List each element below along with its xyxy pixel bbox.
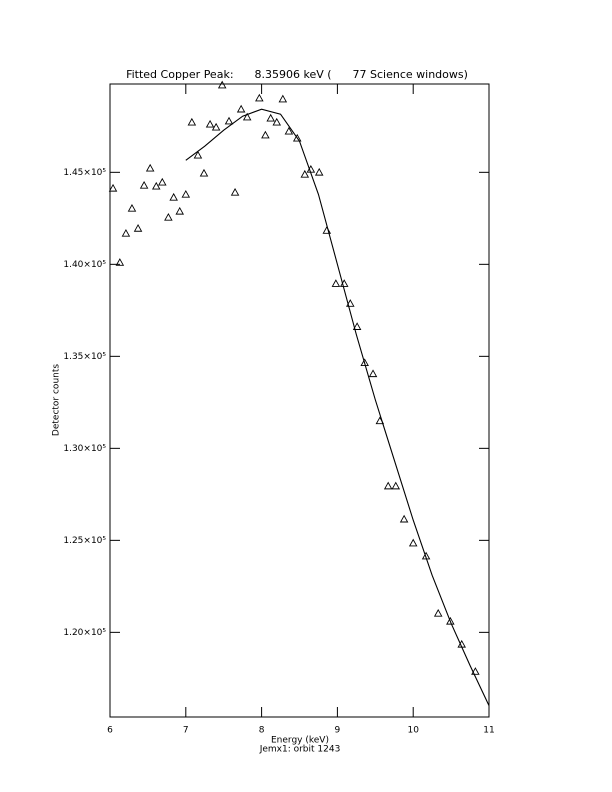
data-point: [272, 117, 282, 126]
data-point: [352, 322, 362, 330]
x-tick-label: 11: [483, 726, 494, 736]
data-point: [292, 133, 302, 142]
data-point: [211, 122, 221, 131]
x-tick-label: 9: [335, 726, 341, 736]
data-point: [399, 514, 409, 523]
y-tick-label: 1.20×10⁵: [63, 628, 106, 638]
x-axis-label: Energy (keV): [271, 736, 329, 746]
data-point: [193, 150, 203, 159]
x-tick-label: 10: [407, 726, 419, 736]
data-point: [433, 608, 443, 617]
data-point: [205, 119, 215, 128]
y-axis-label: Detector counts: [52, 364, 62, 436]
x-tick-label: 8: [259, 726, 265, 736]
data-point: [368, 369, 378, 378]
data-point: [151, 181, 161, 190]
data-point: [121, 228, 131, 237]
chart-title: Fitted Copper Peak: 8.35906 keV ( 77 Sci…: [126, 68, 468, 81]
data-point: [127, 203, 137, 212]
data-point: [230, 187, 240, 196]
y-tick-label: 1.45×10⁵: [63, 168, 106, 178]
data-point: [145, 163, 155, 172]
data-point: [133, 224, 143, 232]
plot-frame: [109, 83, 490, 718]
data-point: [187, 117, 197, 126]
data-point: [391, 481, 401, 490]
data-point: [115, 258, 125, 266]
data-point: [181, 189, 191, 198]
data-point: [383, 481, 393, 490]
data-point: [300, 169, 310, 178]
data-point: [175, 206, 185, 215]
data-point: [261, 130, 270, 139]
data-point: [446, 616, 455, 625]
data-point: [408, 538, 418, 547]
data-point: [158, 177, 167, 186]
data-point: [266, 113, 275, 122]
subtitle: Jemx1: orbit 1243: [259, 745, 341, 755]
data-point: [139, 180, 149, 189]
y-tick-label: 1.35×10⁵: [63, 352, 106, 362]
data-point: [255, 93, 264, 102]
data-point: [242, 112, 252, 121]
data-point: [471, 667, 480, 675]
y-tick-label: 1.40×10⁵: [63, 260, 106, 270]
data-point: [224, 116, 234, 125]
x-tick-label: 6: [107, 726, 113, 736]
data-point: [278, 94, 288, 103]
y-tick-label: 1.30×10⁵: [63, 444, 106, 454]
fit-curve: [185, 108, 490, 706]
data-point: [314, 167, 324, 176]
data-point: [164, 212, 173, 221]
x-tick-label: 7: [183, 726, 189, 736]
data-point: [169, 192, 178, 201]
data-point: [199, 168, 209, 177]
data-point: [284, 126, 294, 135]
data-point: [217, 80, 227, 89]
data-point: [108, 183, 118, 192]
data-point: [346, 299, 355, 307]
data-point: [331, 279, 341, 287]
data-point: [236, 104, 246, 113]
y-tick-label: 1.25×10⁵: [63, 536, 106, 546]
data-point: [360, 358, 369, 367]
